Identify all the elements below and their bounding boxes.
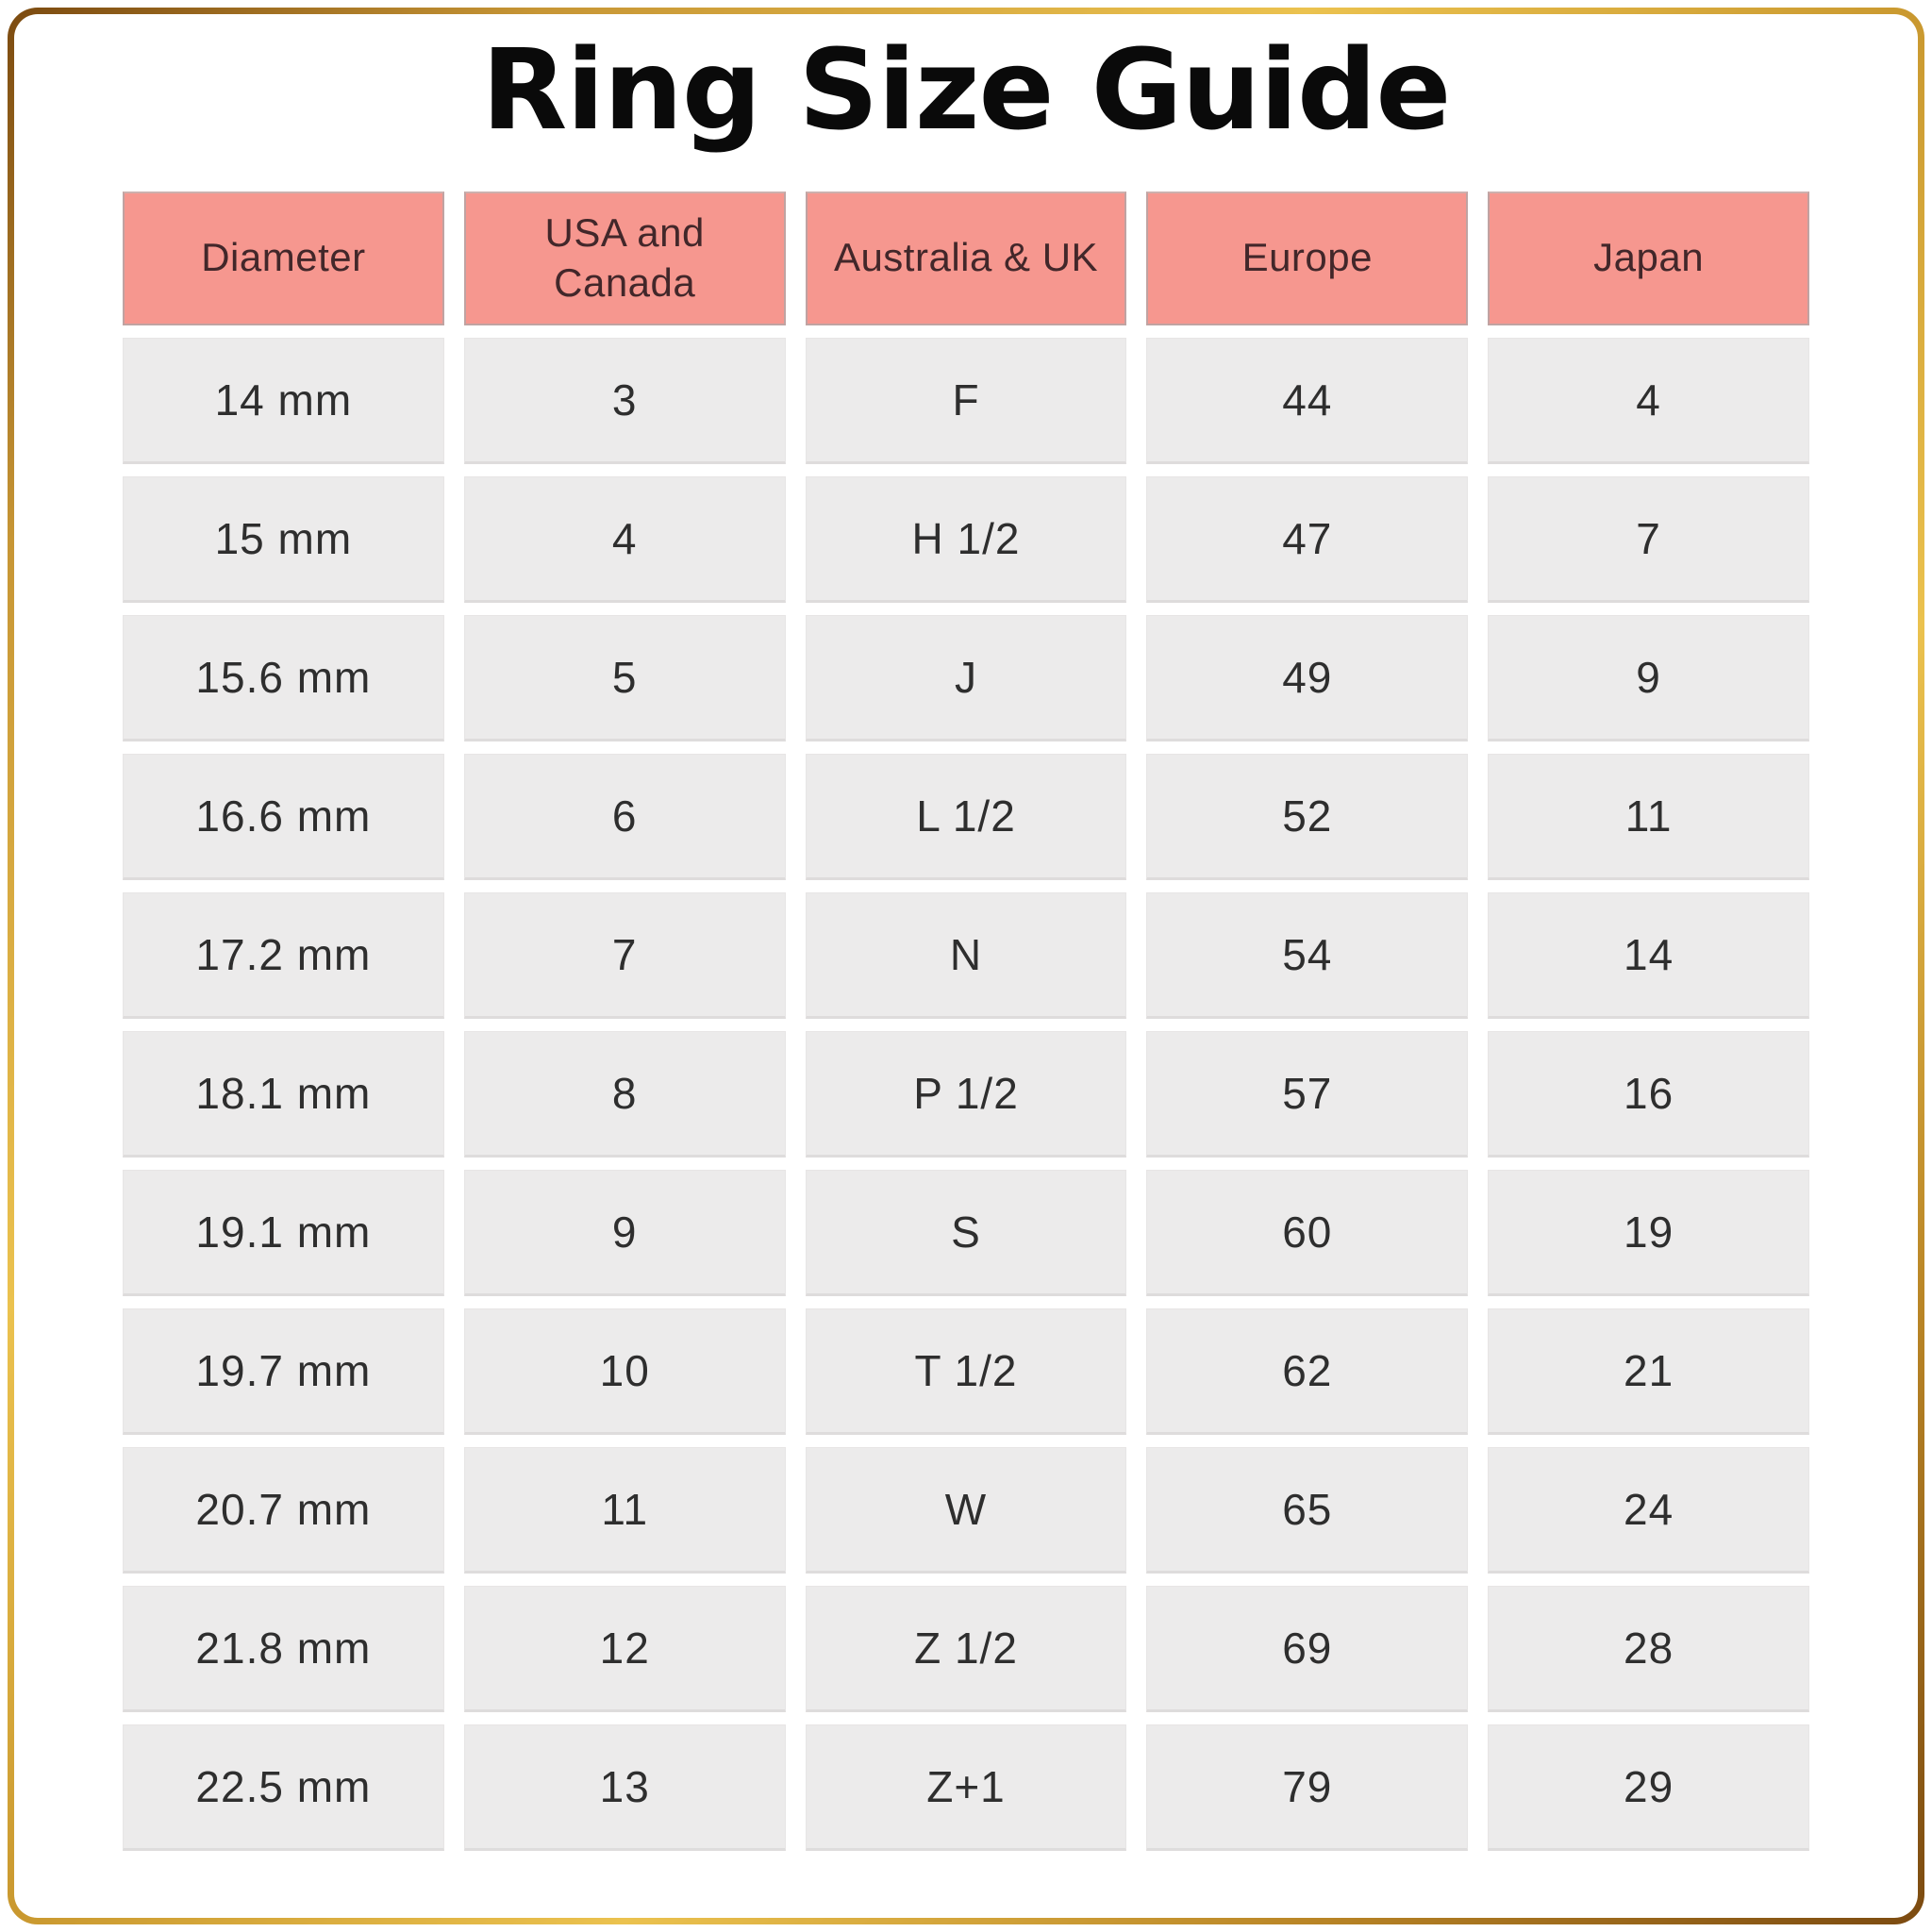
table-cell: 21: [1488, 1307, 1809, 1435]
table-row: 17.2 mm 7 N 54 14: [123, 891, 1809, 1019]
table-cell: 6: [463, 753, 786, 880]
column-header-label: Diameter: [201, 235, 366, 280]
table-cell: 79: [1146, 1724, 1469, 1851]
table-cell: 4: [463, 475, 786, 603]
table-head: Diameter USA and Canada Australia & UK Euro…: [123, 191, 1809, 325]
table-cell: 9: [1488, 614, 1809, 741]
table-row: 20.7 mm 11 W 65 24: [123, 1446, 1809, 1574]
table-cell: 52: [1146, 753, 1469, 880]
table-cell: 16: [1488, 1030, 1809, 1158]
table-body: 14 mm 3 F 44 4 15 mm 4 H 1/2 47 7 15.6 mm 5 J 49 9 16.6…: [123, 337, 1809, 1851]
table-cell: 5: [463, 614, 786, 741]
table-cell: 54: [1146, 891, 1469, 1019]
table-cell: 7: [1488, 475, 1809, 603]
table-cell: 9: [463, 1169, 786, 1296]
table-cell: 65: [1146, 1446, 1469, 1574]
page-title: Ring Size Guide: [481, 25, 1452, 155]
table-cell: 57: [1146, 1030, 1469, 1158]
table-cell: 19.7 mm: [123, 1307, 444, 1435]
table-cell: 44: [1146, 337, 1469, 464]
table-cell: 7: [463, 891, 786, 1019]
ring-size-guide: Ring Size Guide Diameter USA and Canada Au…: [103, 25, 1829, 1863]
table-cell: S: [805, 1169, 1127, 1296]
table-cell: 14: [1488, 891, 1809, 1019]
table-row: 19.1 mm 9 S 60 19: [123, 1169, 1809, 1296]
table-cell: 47: [1146, 475, 1469, 603]
table-row: 16.6 mm 6 L 1/2 52 11: [123, 753, 1809, 880]
table-cell: 4: [1488, 337, 1809, 464]
table-cell: 19: [1488, 1169, 1809, 1296]
table-row: 22.5 mm 13 Z+1 79 29: [123, 1724, 1809, 1851]
table-cell: 12: [463, 1585, 786, 1712]
table-cell: 29: [1488, 1724, 1809, 1851]
table-cell: 60: [1146, 1169, 1469, 1296]
table-cell: P 1/2: [805, 1030, 1127, 1158]
table-cell: 49: [1146, 614, 1469, 741]
table-cell: 19.1 mm: [123, 1169, 444, 1296]
table-header-row: Diameter USA and Canada Australia & UK Euro…: [123, 191, 1809, 325]
ring-size-table: Diameter USA and Canada Australia & UK Euro…: [103, 179, 1829, 1863]
table-cell: 62: [1146, 1307, 1469, 1435]
column-header-0: Diameter: [123, 191, 444, 325]
table-cell: 24: [1488, 1446, 1809, 1574]
column-header-label: Europe: [1241, 235, 1373, 280]
table-cell: 21.8 mm: [123, 1585, 444, 1712]
table-cell: 13: [463, 1724, 786, 1851]
table-row: 15.6 mm 5 J 49 9: [123, 614, 1809, 741]
column-header-4: Japan: [1488, 191, 1809, 325]
table-cell: N: [805, 891, 1127, 1019]
table-cell: 14 mm: [123, 337, 444, 464]
table-cell: 3: [463, 337, 786, 464]
table-cell: Z+1: [805, 1724, 1127, 1851]
table-row: 19.7 mm 10 T 1/2 62 21: [123, 1307, 1809, 1435]
table-cell: 16.6 mm: [123, 753, 444, 880]
table-cell: 11: [1488, 753, 1809, 880]
table-cell: 69: [1146, 1585, 1469, 1712]
table-row: 21.8 mm 12 Z 1/2 69 28: [123, 1585, 1809, 1712]
table-cell: Z 1/2: [805, 1585, 1127, 1712]
table-row: 18.1 mm 8 P 1/2 57 16: [123, 1030, 1809, 1158]
table-cell: 15.6 mm: [123, 614, 444, 741]
column-header-3: Europe: [1146, 191, 1469, 325]
table-cell: J: [805, 614, 1127, 741]
table-cell: 28: [1488, 1585, 1809, 1712]
table-cell: 15 mm: [123, 475, 444, 603]
table-cell: F: [805, 337, 1127, 464]
table-cell: 10: [463, 1307, 786, 1435]
table-cell: W: [805, 1446, 1127, 1574]
table-cell: 22.5 mm: [123, 1724, 444, 1851]
table-cell: T 1/2: [805, 1307, 1127, 1435]
column-header-2: Australia & UK: [805, 191, 1127, 325]
table-row: 14 mm 3 F 44 4: [123, 337, 1809, 464]
table-cell: L 1/2: [805, 753, 1127, 880]
column-header-1: USA and Canada: [463, 191, 786, 325]
table-row: 15 mm 4 H 1/2 47 7: [123, 475, 1809, 603]
table-cell: 8: [463, 1030, 786, 1158]
table-cell: 17.2 mm: [123, 891, 444, 1019]
table-cell: 18.1 mm: [123, 1030, 444, 1158]
column-header-label: Japan: [1593, 235, 1705, 280]
table-cell: H 1/2: [805, 475, 1127, 603]
column-header-label: USA and Canada: [544, 210, 705, 305]
table-cell: 11: [463, 1446, 786, 1574]
table-cell: 20.7 mm: [123, 1446, 444, 1574]
column-header-label: Australia & UK: [833, 235, 1099, 280]
